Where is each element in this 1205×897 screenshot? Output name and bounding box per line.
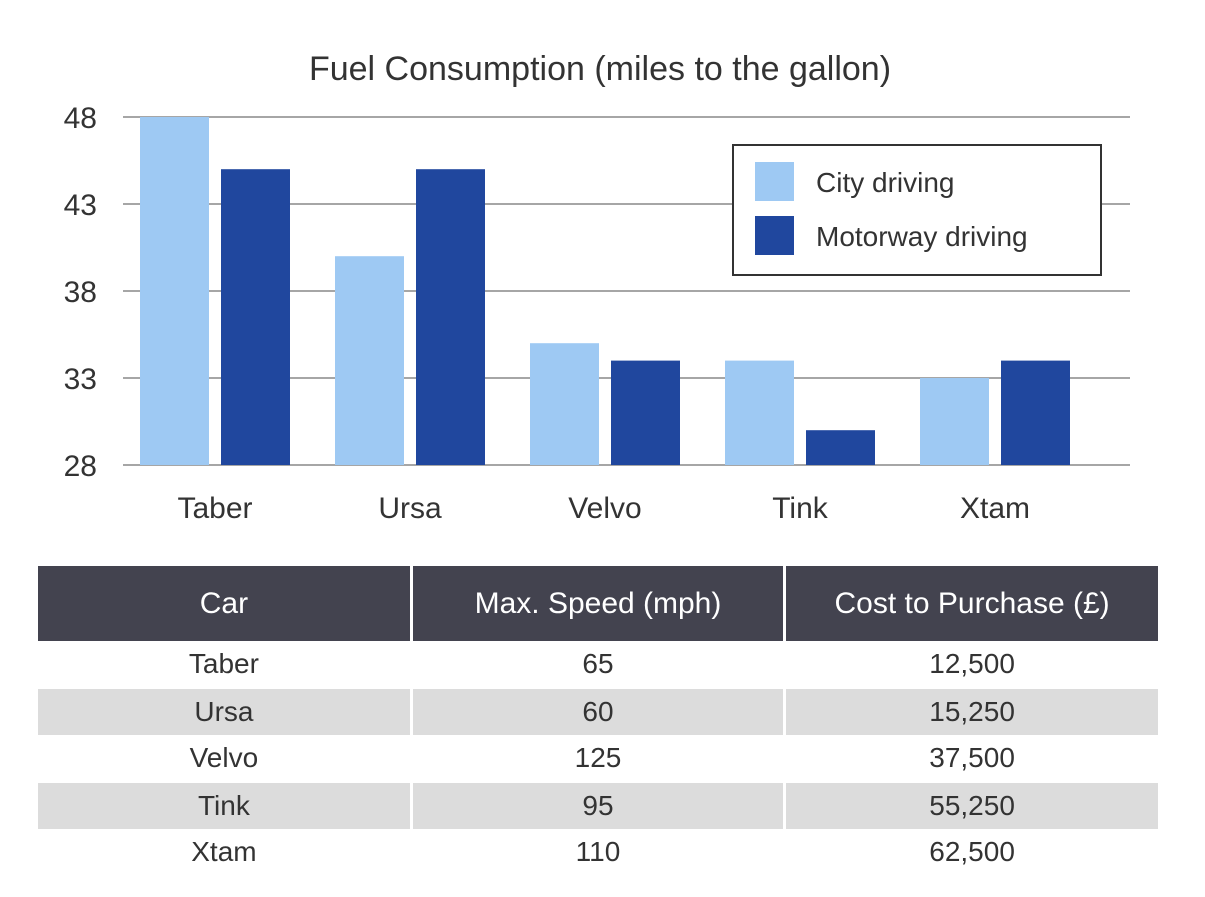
car-specs-table: Car Max. Speed (mph) Cost to Purchase (£… (38, 566, 1158, 875)
y-tick-label: 48 (64, 102, 97, 135)
fuel-consumption-chart: Fuel Consumption (miles to the gallon) 2… (64, 50, 1130, 525)
table-header-row: Car Max. Speed (mph) Cost to Purchase (£… (38, 566, 1158, 641)
legend-label-city: City driving (816, 167, 954, 198)
table-row: Ursa 60 15,250 (38, 687, 1158, 735)
table-row: Tink 95 55,250 (38, 781, 1158, 829)
cell-car: Xtam (191, 836, 257, 867)
x-axis-ticks: Taber Ursa Velvo Tink Xtam (177, 492, 1030, 525)
cell-cost: 12,500 (783, 641, 1158, 688)
x-tick-label: Xtam (960, 492, 1030, 525)
header-car: Car (38, 566, 412, 641)
y-tick-label: 38 (64, 276, 97, 309)
bar-xtam-city (920, 378, 989, 465)
cell-speed: 125 (409, 735, 785, 782)
cell-speed: 60 (409, 687, 785, 735)
header-cost: Cost to Purchase (£) (783, 566, 1158, 641)
cell-speed: 110 (409, 829, 785, 875)
bar-taber-city (140, 117, 209, 465)
bar-xtam-motorway (1001, 360, 1070, 465)
y-axis-ticks: 28 33 38 43 48 (64, 102, 97, 483)
table-row: Taber 65 12,500 (38, 641, 1158, 688)
bar-ursa-motorway (416, 169, 485, 465)
y-tick-label: 43 (64, 189, 97, 222)
cell-cost: 37,500 (783, 735, 1158, 782)
cell-car: Tink (38, 781, 412, 829)
cell-car: Taber (188, 648, 259, 679)
cell-car: Ursa (38, 687, 412, 735)
table-row: Xtam 110 62,500 (38, 829, 1158, 875)
y-tick-label: 28 (64, 450, 97, 483)
cell-cost: 15,250 (783, 687, 1158, 735)
chart-title: Fuel Consumption (miles to the gallon) (309, 50, 891, 88)
legend-swatch-city (755, 162, 794, 201)
cell-speed: 95 (409, 781, 785, 829)
cell-speed: 65 (409, 641, 785, 688)
legend-swatch-motorway (755, 216, 794, 255)
header-max-speed: Max. Speed (mph) (409, 566, 785, 641)
bar-tink-city (725, 360, 794, 465)
table-row: Velvo 125 37,500 (38, 735, 1158, 782)
x-tick-label: Ursa (378, 492, 442, 525)
y-tick-label: 33 (64, 363, 97, 396)
bars (140, 117, 1070, 465)
x-tick-label: Tink (772, 492, 829, 525)
cell-car: Velvo (189, 742, 259, 773)
bar-taber-motorway (221, 169, 290, 465)
legend-box (732, 144, 1102, 276)
cell-cost: 55,250 (783, 781, 1158, 829)
x-tick-label: Velvo (568, 492, 641, 525)
x-tick-label: Taber (177, 492, 252, 525)
legend: City driving Motorway driving (732, 144, 1102, 276)
cell-cost: 62,500 (783, 829, 1158, 875)
bar-ursa-city (335, 256, 404, 465)
bar-velvo-city (530, 343, 599, 465)
legend-label-motorway: Motorway driving (816, 221, 1028, 252)
bar-tink-motorway (806, 430, 875, 465)
bar-velvo-motorway (611, 360, 680, 465)
